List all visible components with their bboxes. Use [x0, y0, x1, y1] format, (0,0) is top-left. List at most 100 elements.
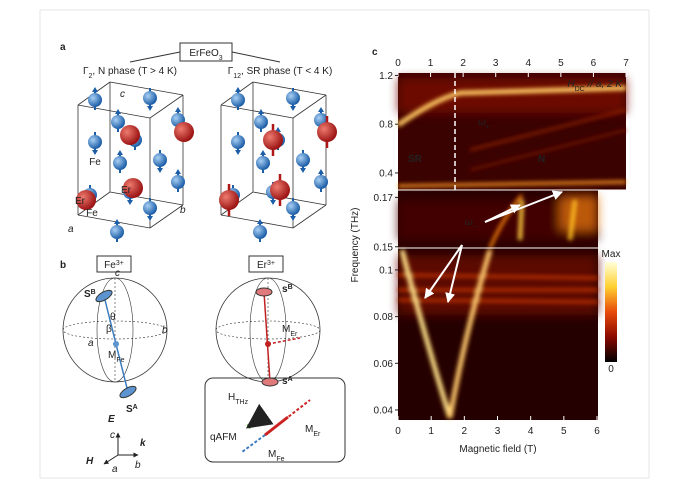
er-atom	[120, 125, 140, 145]
fe-atom	[254, 115, 268, 129]
x-tick-label: 3	[495, 426, 501, 437]
cell-edge	[292, 204, 327, 229]
moment-label-main: M	[108, 350, 116, 361]
y-axis-label: Frequency (THz)	[350, 207, 361, 282]
axis-label: b	[135, 460, 141, 471]
y-tick-label: 0.4	[379, 168, 393, 179]
panel-label: c	[372, 47, 378, 58]
cell-edge	[220, 214, 294, 229]
spin-head	[114, 219, 120, 224]
heatmap	[396, 73, 627, 420]
spin-head	[290, 216, 296, 221]
er-ion-main: Er	[257, 260, 268, 271]
spin-head	[157, 168, 163, 173]
spin-label-main: S	[126, 404, 133, 415]
spin-head	[127, 200, 133, 205]
fe-atom	[296, 153, 310, 167]
atom-label: Fe	[89, 157, 101, 168]
spin-fe-a	[119, 385, 137, 399]
colorbar-label: Max	[602, 249, 621, 260]
cell-edge	[252, 81, 327, 96]
spin-label-sup: B	[288, 284, 293, 291]
cell-edge	[77, 104, 151, 119]
legend-label: MEr	[305, 424, 321, 438]
mode-label-sub: +	[486, 124, 490, 131]
spin-label: sB	[282, 284, 293, 296]
legend-label-sub: Er	[313, 431, 321, 438]
fe-atom	[143, 201, 157, 215]
coord	[103, 454, 119, 465]
cell-edge	[149, 94, 184, 119]
legend-label-main: H	[228, 392, 235, 403]
er-atom	[123, 178, 143, 198]
spin-head	[318, 169, 324, 174]
field-label: k	[140, 438, 146, 449]
cell-edge	[292, 94, 327, 119]
spin-label-main: S	[84, 289, 91, 300]
legend-label-sub: THz	[235, 399, 248, 406]
er-atom	[270, 180, 290, 200]
top-x-tick-label: 7	[623, 58, 629, 69]
mode-label: ω+	[478, 117, 490, 131]
spin-label-sup: A	[133, 404, 138, 411]
cell-edge	[109, 81, 184, 96]
moment-label-main: M	[282, 324, 290, 335]
y-tick-label: 1.2	[379, 71, 393, 82]
compound: ErFeO3	[189, 48, 222, 62]
compound-sub: 3	[219, 55, 223, 62]
atom-label: Fe	[86, 208, 98, 219]
spin-er-b	[255, 287, 273, 297]
atom-label: Er	[75, 196, 86, 207]
spin-er	[263, 291, 271, 383]
fe-atom	[113, 156, 127, 170]
er-atom	[174, 122, 194, 142]
spin-head	[257, 219, 263, 224]
fe-atom	[143, 91, 157, 105]
top-x-tick-label: 6	[591, 58, 597, 69]
phase-right-sub: 12	[233, 73, 241, 80]
fe-atom	[171, 175, 185, 189]
spin-head	[92, 150, 98, 155]
fe-ion-sup: 3+	[116, 260, 124, 267]
legend-label: qAFM	[210, 432, 237, 443]
top-x-tick-label: 5	[558, 58, 564, 69]
ion-box	[96, 255, 132, 273]
phase-right-text: , SR phase (T < 4 K)	[241, 66, 332, 77]
condition-text: // a, 2 K	[585, 79, 624, 90]
phase-right: Γ12, SR phase (T < 4 K)	[228, 66, 333, 80]
x-tick-label: 1	[428, 426, 434, 437]
top-x-tick-label: 1	[428, 58, 434, 69]
field-label: H	[86, 456, 94, 467]
cell-edge	[77, 214, 151, 229]
spin-head	[290, 106, 296, 111]
fe-atom	[253, 225, 267, 239]
fe-atom	[286, 201, 300, 215]
fe-atom	[256, 156, 270, 170]
spin-label: SB	[84, 289, 96, 301]
moment-label-sub: Er	[290, 331, 298, 338]
atom-label: Er	[121, 185, 132, 196]
compound-main: ErFeO	[189, 48, 219, 59]
cell-edge	[149, 204, 184, 229]
spin-head	[300, 168, 306, 173]
legend-label-main: M	[305, 424, 313, 435]
y-tick-label: 0.15	[374, 242, 394, 253]
spin-head	[92, 87, 98, 92]
spin-head	[147, 106, 153, 111]
colorbar-label: 0	[608, 364, 614, 375]
fe-atom	[153, 153, 167, 167]
er-atom	[76, 190, 96, 210]
legend-label-sub: Fe	[276, 456, 284, 463]
mode-label-main: ω	[465, 217, 473, 228]
spin-head	[260, 150, 266, 155]
mode-label: ω−	[465, 217, 477, 231]
mode-label-sub: −	[473, 224, 477, 231]
bracket	[129, 51, 281, 63]
er-atom	[317, 122, 337, 142]
top-x-tick-label: 2	[460, 58, 466, 69]
spin-er-a	[261, 377, 279, 387]
axis-label: a	[112, 464, 118, 475]
phase-left-main: Γ	[83, 66, 89, 77]
er-atom	[263, 130, 283, 150]
